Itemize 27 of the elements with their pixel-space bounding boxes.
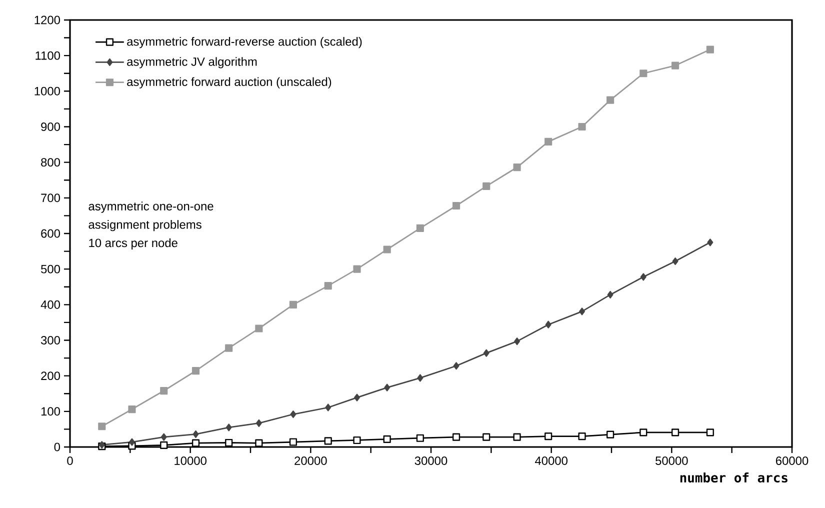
x-axis-title: number of arcs	[680, 472, 788, 483]
x-tick-label: 30000	[414, 456, 448, 465]
y-tick-label: 400	[40, 300, 60, 309]
annotation: assignment problems	[88, 220, 202, 232]
legend-label: asymmetric forward-reverse auction (scaled)	[127, 36, 362, 48]
y-tick-label: 100	[41, 407, 60, 416]
x-tick-label: 10000	[174, 456, 206, 465]
y-tick-label: 600	[41, 229, 60, 238]
x-tick-label: 60000	[776, 456, 808, 465]
y-tick-label: 900	[41, 122, 60, 131]
annotation: asymmetric one-on-one	[88, 202, 214, 213]
y-tick-label: 0	[54, 442, 60, 452]
x-tick-label: 50000	[656, 456, 688, 465]
legend-label: asymmetric JV algorithm	[127, 57, 257, 68]
annotation: 10 arcs per node	[89, 238, 178, 250]
y-tick-label: 1200	[34, 16, 60, 24]
x-tick-label: 20000	[294, 456, 327, 465]
y-tick-label: 500	[41, 264, 60, 274]
y-tick-label: 1100	[36, 51, 60, 60]
y-tick-label: 1000	[34, 86, 60, 96]
y-tick-label: 200	[41, 372, 60, 380]
x-tick-label: 0	[67, 456, 73, 465]
y-tick-label: 700	[41, 194, 60, 202]
y-tick-label: 300	[40, 336, 60, 344]
y-tick-label: 800	[41, 158, 60, 167]
legend-label: asymmetric forward auction (unscaled)	[127, 77, 332, 88]
x-tick-label: 40000	[534, 456, 568, 465]
